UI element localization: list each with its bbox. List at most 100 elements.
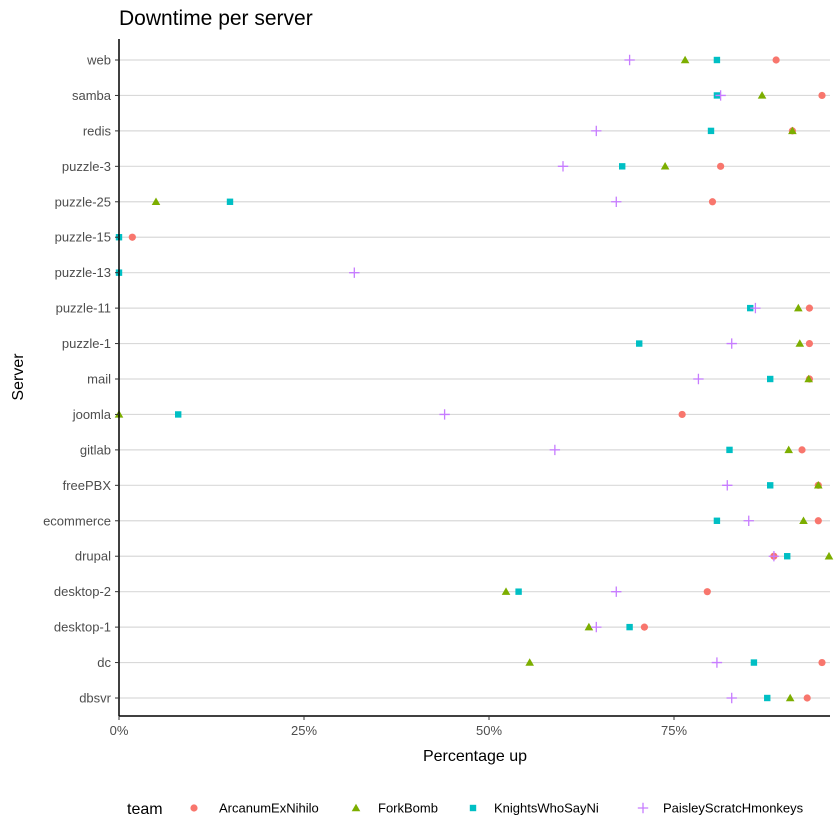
data-point — [693, 373, 704, 385]
legend-label: KnightsWhoSayNi — [494, 801, 599, 816]
data-point — [715, 90, 726, 101]
data-point — [757, 91, 767, 99]
x-tick-labels: 0% 25% 50% 75% — [110, 716, 687, 738]
data-point — [515, 588, 522, 595]
data-point — [726, 338, 737, 349]
y-tick-label: dbsvr — [79, 691, 111, 706]
x-tick-label: 25% — [291, 723, 317, 738]
y-tick-label: puzzle-25 — [55, 194, 111, 209]
legend-key — [469, 804, 477, 812]
data-point — [591, 621, 602, 633]
data-point — [707, 127, 715, 135]
data-point — [788, 126, 797, 135]
data-point — [717, 162, 725, 170]
data-point — [814, 481, 823, 489]
data-point — [803, 694, 811, 702]
data-point — [814, 517, 822, 525]
data-point — [591, 125, 602, 137]
data-point — [772, 56, 780, 64]
data-point — [636, 340, 643, 347]
data-point — [501, 587, 511, 595]
data-point — [619, 163, 626, 170]
data-point — [805, 339, 814, 348]
y-axis-title: Server — [10, 353, 27, 401]
data-point — [818, 658, 826, 667]
data-point — [799, 516, 808, 525]
data-point — [713, 517, 721, 524]
data-point — [722, 480, 733, 491]
legend-label: ForkBomb — [378, 801, 438, 816]
data-point — [711, 657, 723, 668]
y-tick-label: puzzle-13 — [55, 265, 111, 280]
data-point — [726, 692, 737, 704]
data-point — [626, 623, 633, 631]
data-point — [439, 409, 450, 420]
data-point — [678, 410, 686, 419]
data-point — [795, 339, 805, 347]
y-tick-label: puzzle-11 — [56, 301, 111, 316]
y-tick-label: gitlab — [80, 442, 111, 457]
data-point — [713, 56, 721, 64]
data-point — [611, 586, 622, 597]
y-tick-label: desktop-2 — [54, 584, 111, 599]
axes — [118, 39, 830, 717]
y-tick-label: drupal — [75, 549, 111, 564]
data-point — [764, 694, 771, 702]
data-point — [784, 553, 791, 560]
data-point — [557, 161, 569, 172]
data-point — [549, 444, 561, 456]
data-point — [708, 198, 717, 206]
data-point — [743, 515, 754, 526]
data-point — [798, 446, 806, 454]
data-point — [680, 55, 690, 64]
data-point — [151, 197, 161, 206]
y-tick-label: puzzle-1 — [62, 336, 111, 351]
data-point — [226, 198, 234, 205]
data-point — [750, 302, 761, 314]
data-point — [805, 304, 814, 312]
data-point — [703, 588, 711, 596]
x-tick-label: 75% — [661, 723, 687, 738]
data-point — [175, 411, 182, 418]
data-point — [767, 482, 774, 489]
data-point — [525, 658, 534, 666]
legend-key — [190, 804, 198, 812]
legend-label: PaisleyScratcHmonkeys — [663, 801, 804, 816]
y-tick-labels: dbsvr dc desktop-1 desktop-2 drupal ecommerce… — [43, 53, 119, 706]
grid-lines — [119, 59, 830, 699]
data-point — [349, 267, 360, 278]
data-point — [660, 162, 670, 170]
y-tick-label: web — [86, 53, 111, 68]
data-point — [768, 551, 780, 562]
data-point — [804, 374, 813, 383]
y-tick-label: ecommerce — [43, 513, 111, 528]
data-point — [624, 54, 635, 66]
legend-key — [351, 803, 361, 812]
x-tick-label: 0% — [110, 723, 129, 738]
legend-key — [637, 802, 649, 814]
legend-label: ArcanumExNihilo — [219, 801, 319, 816]
legend: team ArcanumExNihilo ForkBomb KnightsWhoSa… — [127, 801, 804, 819]
y-tick-label: redis — [83, 123, 112, 138]
y-tick-label: dc — [97, 655, 111, 670]
data-point — [584, 622, 594, 631]
data-point — [726, 446, 733, 454]
x-tick-label: 50% — [476, 723, 502, 738]
data-point — [128, 233, 136, 241]
data-point — [785, 693, 795, 702]
y-tick-label: desktop-1 — [54, 620, 111, 635]
data-point — [767, 375, 774, 383]
y-tick-label: freePBX — [63, 478, 112, 493]
y-tick-label: samba — [72, 88, 112, 103]
data-point — [611, 196, 622, 207]
y-tick-label: joomla — [72, 407, 112, 422]
data-point — [818, 91, 826, 100]
x-axis-title: Percentage up — [423, 748, 527, 765]
y-tick-label: puzzle-15 — [55, 230, 111, 245]
data-point — [640, 623, 649, 631]
y-tick-label: mail — [87, 372, 111, 387]
data-point — [750, 659, 758, 666]
data-point — [794, 303, 803, 312]
data-point — [824, 551, 834, 560]
